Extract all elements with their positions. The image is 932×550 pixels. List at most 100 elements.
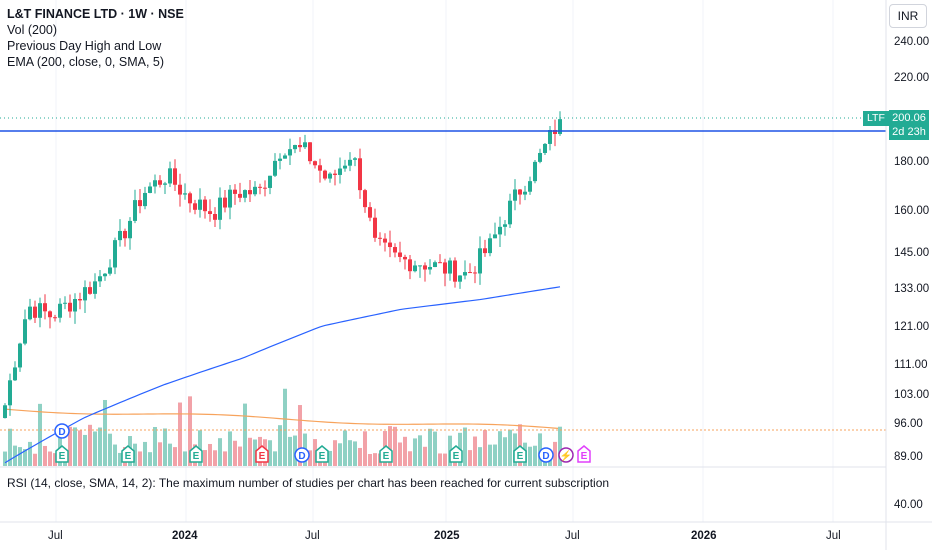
volume-bar <box>468 450 472 466</box>
candle-body <box>298 145 302 148</box>
time-tick-label: 2026 <box>691 530 717 542</box>
volume-bar <box>393 426 397 466</box>
candle-body <box>318 165 322 171</box>
volume-bar <box>43 445 47 466</box>
last-price-value: 200.06 <box>892 112 926 124</box>
candle-body <box>253 186 257 195</box>
candle-body <box>228 189 232 208</box>
candle-body <box>43 303 47 312</box>
candle-body <box>508 200 512 225</box>
candle-body <box>143 192 147 207</box>
legend-volume[interactable]: Vol (200) <box>7 23 58 37</box>
price-tick-label: 145.00 <box>894 247 930 259</box>
candle-body <box>498 226 502 235</box>
volume-bar <box>293 435 297 466</box>
currency-button[interactable]: INR <box>889 4 927 28</box>
volume-bar <box>28 441 32 466</box>
candle-body <box>148 186 152 193</box>
symbol-title[interactable]: L&T FINANCE LTD · 1W · NSE <box>7 7 184 21</box>
candle-body <box>78 298 82 301</box>
time-tick-label: Jul <box>305 530 320 542</box>
volume-bar <box>238 446 242 466</box>
svg-text:E: E <box>517 451 524 462</box>
candle-body <box>383 238 387 243</box>
volume-bar <box>558 426 562 466</box>
candle-body <box>23 319 27 344</box>
volume-bars <box>3 388 562 466</box>
candle-body <box>208 211 212 215</box>
legend-ema[interactable]: EMA (200, close, 0, SMA, 5) <box>7 55 165 69</box>
earnings-marker-icon: E <box>55 445 69 463</box>
volume-bar <box>78 430 82 466</box>
volume-bar <box>48 451 52 466</box>
candle-body <box>543 143 547 153</box>
horizontal-lines <box>0 117 886 132</box>
candle-body <box>263 187 267 189</box>
candle-body <box>158 180 162 185</box>
price-tick-label: 180.00 <box>894 156 930 168</box>
volume-bar <box>493 444 497 466</box>
candle-body <box>33 306 37 318</box>
volume-bar <box>208 443 212 466</box>
candle-body <box>518 189 522 195</box>
ltf-badge: LTF <box>863 111 889 126</box>
candle-body <box>218 197 222 220</box>
price-tick-label: 40.00 <box>894 499 923 511</box>
candle-body <box>488 238 492 254</box>
volume-bar <box>413 438 417 466</box>
candle-body <box>473 272 477 274</box>
volume-bar <box>503 437 507 466</box>
bar-countdown: 2d 23h <box>892 126 926 138</box>
price-tick-label: 121.00 <box>894 321 930 333</box>
volume-bar <box>338 443 342 466</box>
candle-body <box>448 260 452 274</box>
candle-body <box>163 183 167 185</box>
dividend-marker-icon: D <box>538 447 554 463</box>
candle-body <box>503 224 507 227</box>
volume-bar <box>148 452 152 466</box>
candlesticks <box>3 111 562 419</box>
candle-body <box>128 220 132 239</box>
svg-text:E: E <box>59 451 66 462</box>
candle-body <box>433 262 437 268</box>
volume-bar <box>223 451 227 466</box>
candle-body <box>203 199 207 212</box>
candle-body <box>533 161 537 182</box>
volume-bar <box>133 443 137 466</box>
svg-text:E: E <box>453 451 460 462</box>
candle-body <box>278 158 282 161</box>
candle-body <box>268 175 272 188</box>
event-markers: D E E E E D E E E E D ⚡ E <box>54 423 591 463</box>
volume-bar <box>433 431 437 466</box>
svg-text:E: E <box>383 451 390 462</box>
candle-body <box>173 168 177 185</box>
volume-bar <box>103 399 107 466</box>
candle-body <box>73 298 77 312</box>
candle-body <box>303 142 307 148</box>
earnings-marker-icon: E <box>315 445 329 463</box>
volume-bar <box>33 453 37 466</box>
volume-bar <box>108 433 112 466</box>
volume-bar <box>183 451 187 466</box>
volume-bar <box>353 441 357 466</box>
svg-text:D: D <box>542 451 549 462</box>
candle-body <box>238 193 242 198</box>
candle-body <box>423 265 427 270</box>
candle-body <box>463 272 467 276</box>
split-marker-icon: ⚡ <box>558 447 574 463</box>
volume-bar <box>343 430 347 466</box>
svg-text:D: D <box>298 451 305 462</box>
candle-body <box>93 281 97 294</box>
candle-body <box>428 267 432 270</box>
candle-body <box>453 260 457 282</box>
volume-bar <box>408 451 412 466</box>
volume-bar <box>68 426 72 466</box>
legend-prev-day-hl[interactable]: Previous Day High and Low <box>7 39 162 53</box>
candle-body <box>378 237 382 239</box>
candle-body <box>403 256 407 260</box>
volume-bar <box>203 450 207 466</box>
chart-grid <box>55 0 834 522</box>
candle-body <box>123 230 127 239</box>
volume-bar <box>18 447 22 466</box>
